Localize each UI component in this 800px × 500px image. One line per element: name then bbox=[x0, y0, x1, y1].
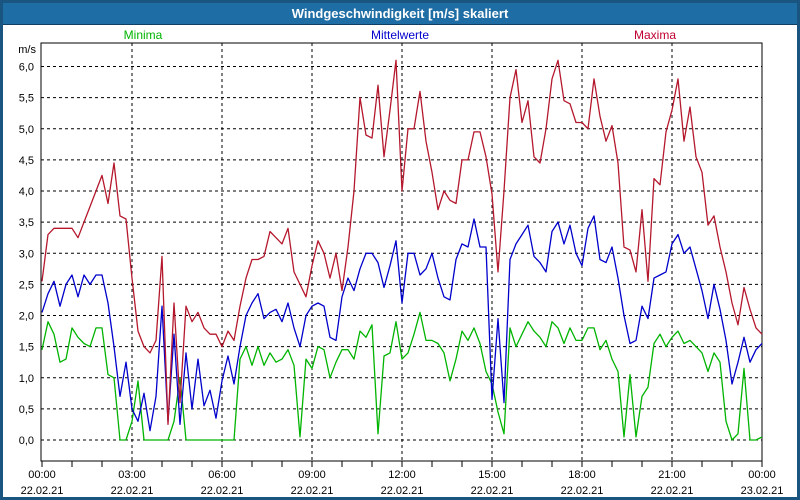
minima-line bbox=[41, 311, 763, 441]
legend-minima-label: Minima bbox=[123, 28, 163, 42]
x-tick-time-label: 21:00 bbox=[658, 469, 686, 481]
x-tick-time-label: 18:00 bbox=[568, 469, 596, 481]
y-tick-label: 1,5 bbox=[19, 342, 34, 354]
x-tick-date-label: 22.02.21 bbox=[471, 485, 514, 497]
x-tick-date-label: 23.02.21 bbox=[741, 485, 784, 497]
y-tick-label: 2,0 bbox=[19, 311, 34, 323]
x-tick-time-label: 15:00 bbox=[478, 469, 506, 481]
legend-mittelwerte-label: Mittelwerte bbox=[370, 28, 430, 42]
x-tick-time-label: 12:00 bbox=[388, 469, 416, 481]
legend-maxima-label: Maxima bbox=[633, 28, 677, 42]
mittelwerte-line bbox=[41, 215, 763, 432]
y-tick-label: 3,0 bbox=[19, 248, 34, 260]
x-tick-time-label: 00:00 bbox=[748, 469, 776, 481]
x-tick-date-label: 22.02.21 bbox=[291, 485, 334, 497]
x-tick-time-label: 00:00 bbox=[28, 469, 56, 481]
x-tick-time-label: 06:00 bbox=[208, 469, 236, 481]
x-tick-time-label: 03:00 bbox=[118, 469, 146, 481]
x-tick-date-label: 22.02.21 bbox=[651, 485, 694, 497]
y-tick-label: 5,5 bbox=[19, 93, 34, 105]
x-tick-date-label: 22.02.21 bbox=[381, 485, 424, 497]
y-axis-unit-label: m/s bbox=[18, 44, 36, 56]
y-tick-label: 4,0 bbox=[19, 186, 34, 198]
wind-speed-chart: 6,0 5,5 5,0 4,5 4,0 3,5 3,0 2,5 2,0 1,5 1,0 0,5 0,0 0… bbox=[19, 42, 784, 497]
x-tick-time-label: 09:00 bbox=[298, 469, 326, 481]
y-tick-label: 3,5 bbox=[19, 217, 34, 229]
y-tick-label: 4,5 bbox=[19, 155, 34, 167]
y-tick-label: 5,0 bbox=[19, 124, 34, 136]
maxima-line bbox=[41, 59, 763, 426]
x-tick-date-label: 22.02.21 bbox=[21, 485, 64, 497]
x-tick-date-label: 22.02.21 bbox=[561, 485, 604, 497]
y-tick-label: 6,0 bbox=[19, 62, 34, 74]
page-title: Windgeschwindigkeit [m/s] skaliert bbox=[291, 6, 509, 21]
y-tick-label: 2,5 bbox=[19, 279, 34, 291]
y-tick-label: 0,5 bbox=[19, 404, 34, 416]
title-bar: Windgeschwindigkeit [m/s] skaliert bbox=[3, 3, 797, 25]
x-tick-date-label: 22.02.21 bbox=[111, 485, 154, 497]
y-tick-label: 1,0 bbox=[19, 373, 34, 385]
x-tick-date-label: 22.02.21 bbox=[201, 485, 244, 497]
y-tick-label: 0,0 bbox=[19, 435, 34, 447]
